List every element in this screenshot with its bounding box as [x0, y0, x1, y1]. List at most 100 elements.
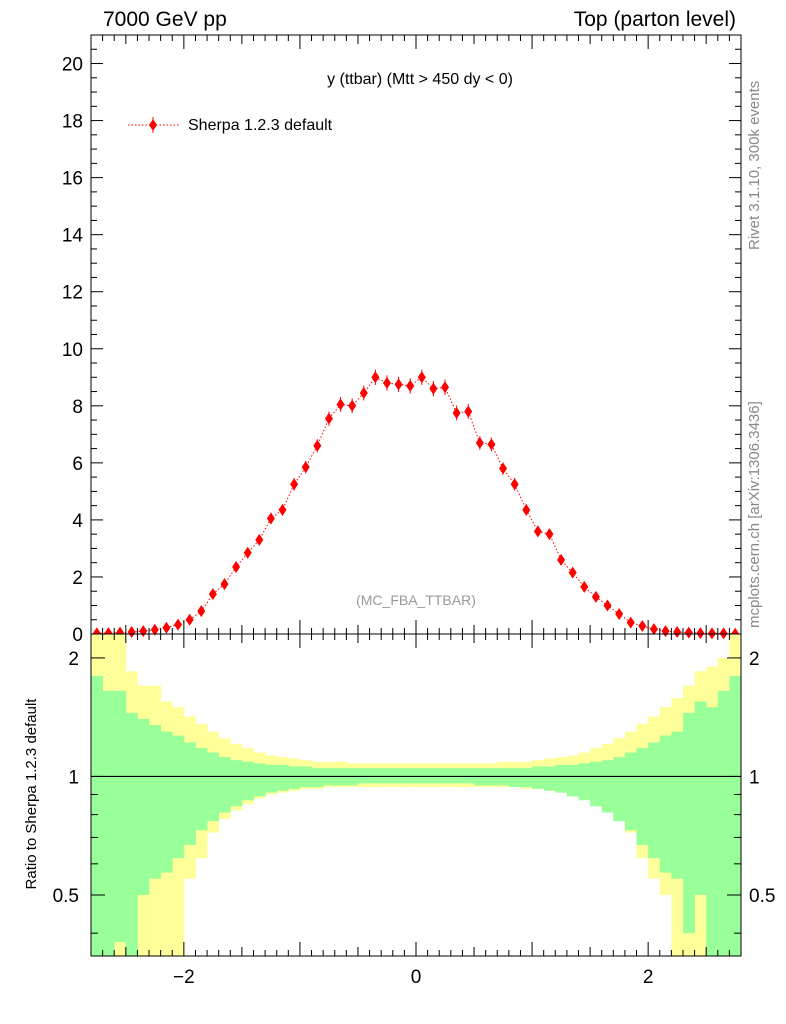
- plot-id-watermark: (MC_FBA_TTBAR): [356, 592, 476, 608]
- ratio-ytick-label-right: 0.5: [749, 886, 775, 907]
- data-point-44: [603, 599, 612, 612]
- data-point-39: [545, 528, 554, 541]
- data-point-6: [162, 621, 171, 634]
- data-point-32: [464, 405, 473, 418]
- ratio-band-1-bin-36: [508, 768, 521, 788]
- ratio-band-1-bin-12: [230, 760, 243, 807]
- data-point-47: [638, 620, 647, 633]
- data-point-43: [591, 590, 600, 603]
- ratio-band-1-bin-17: [288, 766, 301, 789]
- data-point-54: [719, 627, 728, 640]
- data-point-13: [243, 546, 252, 559]
- ratio-band-1-bin-26: [392, 768, 405, 784]
- legend-label: Sherpa 1.2.3 default: [188, 117, 333, 134]
- legend-marker: [149, 119, 157, 131]
- main-ytick-label: 16: [62, 169, 83, 190]
- ratio-band-1-bin-2: [114, 690, 127, 942]
- ratio-xtick-label: −2: [173, 967, 195, 988]
- ratio-band-1-bin-54: [717, 690, 730, 956]
- ratio-band-1-bin-43: [590, 761, 603, 807]
- ratio-band-1-bin-50: [671, 731, 684, 879]
- ratio-ytick-label-right: 2: [749, 649, 760, 670]
- data-point-12: [232, 560, 241, 573]
- data-point-14: [255, 533, 264, 546]
- data-point-50: [673, 626, 682, 639]
- main-ytick-label: 8: [72, 397, 83, 418]
- ratio-band-1-bin-27: [404, 768, 417, 784]
- ratio-band-1-bin-31: [450, 768, 463, 784]
- mcplots-reference-label: mcplots.cern.ch [arXiv:1306.3436]: [746, 401, 763, 628]
- main-ytick-label: 10: [62, 340, 83, 361]
- rivet-version-label: Rivet 3.1.10, 300k events: [746, 80, 763, 250]
- ratio-xtick-label: 0: [411, 967, 422, 988]
- data-point-24: [371, 371, 380, 384]
- data-point-42: [580, 580, 589, 593]
- data-point-34: [487, 438, 496, 451]
- legend: Sherpa 1.2.3 default: [128, 117, 333, 134]
- ratio-band-1-bin-16: [276, 764, 289, 791]
- data-point-28: [417, 371, 426, 384]
- data-point-4: [139, 625, 148, 638]
- ratio-band-1-bin-19: [311, 768, 324, 788]
- data-point-11: [220, 578, 229, 591]
- data-point-7: [174, 618, 183, 631]
- ratio-band-1-bin-4: [137, 718, 150, 895]
- data-point-35: [499, 462, 508, 475]
- ratio-band-1-bin-8: [183, 742, 196, 845]
- data-point-22: [348, 399, 357, 412]
- data-point-48: [649, 623, 658, 636]
- main-ytick-label: 4: [72, 511, 83, 532]
- data-point-20: [324, 412, 333, 425]
- data-point-10: [208, 588, 217, 601]
- data-point-37: [522, 503, 531, 516]
- data-point-27: [406, 379, 415, 392]
- data-point-16: [278, 503, 287, 516]
- ratio-band-1-bin-45: [613, 757, 626, 822]
- data-point-8: [185, 613, 194, 626]
- ratio-band-1-bin-44: [601, 760, 614, 813]
- data-point-51: [684, 626, 693, 639]
- ratio-band-1-bin-47: [636, 748, 649, 845]
- ratio-ytick-label-left: 1: [68, 767, 79, 788]
- main-ytick-label: 18: [62, 112, 83, 133]
- energy-label: 7000 GeV pp: [103, 8, 227, 31]
- data-point-49: [661, 625, 670, 638]
- ratio-band-1-bin-5: [149, 725, 162, 879]
- ratio-band-1-bin-3: [125, 712, 138, 956]
- ratio-band-1-bin-42: [578, 763, 591, 801]
- ratio-band-1-bin-53: [706, 707, 719, 956]
- data-point-40: [557, 553, 566, 566]
- ratio-ytick-label-right: 1: [749, 767, 760, 788]
- data-point-45: [615, 608, 624, 621]
- ratio-band-1-bin-32: [462, 768, 475, 784]
- ratio-band-1-bin-30: [439, 768, 452, 784]
- data-point-19: [313, 439, 322, 452]
- data-point-53: [707, 627, 716, 640]
- ratio-ytick-label-left: 2: [68, 649, 79, 670]
- main-title: y (ttbar) (Mtt > 450 dy < 0): [327, 71, 513, 88]
- ratio-band-1-bin-48: [648, 742, 661, 859]
- ratio-band-1-bin-7: [172, 735, 185, 859]
- main-ytick-label: 14: [62, 226, 84, 247]
- ratio-band-1-bin-55: [729, 675, 742, 956]
- data-point-30: [441, 381, 450, 394]
- main-ytick-label: 20: [62, 55, 83, 76]
- ratio-band-1-bin-38: [532, 766, 545, 789]
- data-point-5: [150, 623, 159, 636]
- data-point-21: [336, 398, 345, 411]
- data-point-52: [696, 627, 705, 640]
- ratio-xtick-label: 2: [643, 967, 654, 988]
- ratio-band-1-bin-24: [369, 768, 382, 784]
- ratio-band-1-bin-39: [543, 766, 556, 791]
- ratio-band-1-bin-23: [357, 768, 370, 784]
- ratio-band-1-bin-14: [253, 763, 266, 797]
- data-point-26: [394, 378, 403, 391]
- ratio-ytick-label-left: 0.5: [53, 886, 79, 907]
- data-point-9: [197, 605, 206, 618]
- data-point-15: [266, 512, 275, 525]
- ratio-band-1-bin-51: [682, 712, 695, 934]
- ratio-band-1-bin-13: [241, 761, 254, 801]
- data-point-36: [510, 478, 519, 491]
